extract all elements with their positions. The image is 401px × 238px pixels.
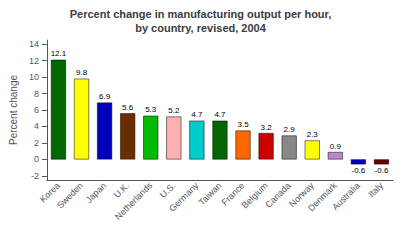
svg-text:Norway: Norway <box>287 180 316 210</box>
svg-text:4.7: 4.7 <box>191 110 203 119</box>
svg-text:-0.6: -0.6 <box>351 166 365 175</box>
svg-text:-0.6: -0.6 <box>375 166 389 175</box>
svg-text:Japan: Japan <box>84 180 108 204</box>
svg-text:Netherlands: Netherlands <box>113 180 155 222</box>
svg-text:Percent change in manufacturin: Percent change in manufacturing output p… <box>70 8 332 20</box>
svg-text:6.9: 6.9 <box>99 92 111 101</box>
svg-text:3.5: 3.5 <box>237 120 249 129</box>
svg-text:3.2: 3.2 <box>261 123 273 132</box>
svg-text:14: 14 <box>29 39 39 49</box>
svg-text:4.7: 4.7 <box>214 110 226 119</box>
svg-text:5.3: 5.3 <box>145 105 157 114</box>
svg-text:2.9: 2.9 <box>284 125 296 134</box>
svg-text:by country, revised, 2004: by country, revised, 2004 <box>135 22 267 34</box>
svg-text:4: 4 <box>34 121 39 131</box>
svg-text:Australia: Australia <box>330 180 362 212</box>
svg-text:Italy: Italy <box>366 180 385 199</box>
svg-text:5.2: 5.2 <box>168 106 180 115</box>
svg-text:Sweden: Sweden <box>55 180 85 210</box>
svg-text:10: 10 <box>29 72 39 82</box>
svg-text:Taiwan: Taiwan <box>197 180 224 207</box>
svg-text:12: 12 <box>29 56 39 66</box>
svg-text:Germany: Germany <box>167 180 201 214</box>
svg-text:U.S.: U.S. <box>158 180 177 199</box>
svg-text:2.3: 2.3 <box>307 130 319 139</box>
svg-text:5.6: 5.6 <box>122 103 134 112</box>
svg-text:Belgium: Belgium <box>240 180 270 210</box>
svg-text:France: France <box>219 180 247 208</box>
svg-text:-2: -2 <box>31 171 39 181</box>
svg-text:U.K.: U.K. <box>112 180 131 199</box>
svg-text:2: 2 <box>34 138 39 148</box>
svg-text:9.8: 9.8 <box>76 68 88 77</box>
svg-text:Percent change: Percent change <box>8 75 19 145</box>
svg-text:0.9: 0.9 <box>330 142 342 151</box>
svg-text:Korea: Korea <box>38 180 62 205</box>
svg-text:8: 8 <box>34 89 39 99</box>
svg-text:0: 0 <box>34 154 39 164</box>
svg-text:Denmark: Denmark <box>306 180 339 214</box>
svg-text:Canada: Canada <box>263 180 292 209</box>
svg-text:12.1: 12.1 <box>51 49 67 58</box>
svg-text:6: 6 <box>34 105 39 115</box>
